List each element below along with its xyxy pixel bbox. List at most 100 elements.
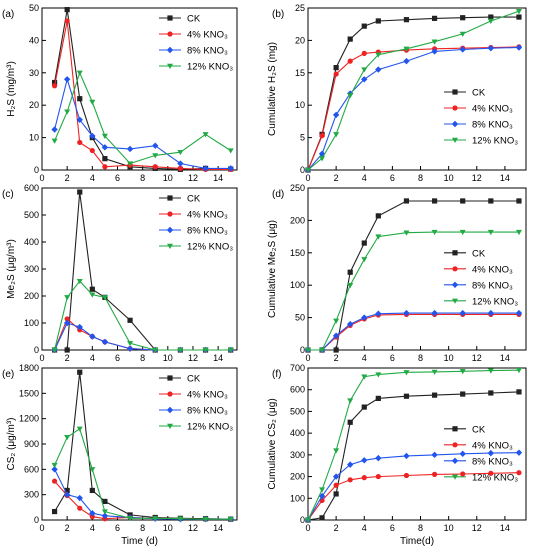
x-tick-label: 6	[115, 173, 120, 183]
data-point	[89, 286, 95, 292]
series-2	[304, 449, 523, 524]
legend-swatch-marker	[452, 298, 458, 304]
data-point	[101, 295, 108, 301]
chart-panel: 0 50 100 150 200 250 0 2 4 6 8 10 12 14 (d) Cumulative …	[267, 183, 527, 363]
data-point	[89, 147, 95, 154]
data-point	[460, 15, 466, 21]
data-point	[152, 142, 159, 149]
data-point	[346, 461, 354, 468]
data-point	[487, 44, 495, 52]
y-tick-label: 0	[300, 515, 305, 525]
x-tick-label: 8	[140, 523, 145, 533]
legend-swatch-marker	[452, 250, 458, 256]
data-point	[333, 132, 340, 138]
series-line	[54, 427, 231, 520]
legend-label: CK	[472, 88, 486, 99]
x-tick-label: 12	[188, 523, 198, 533]
legend-label: 8% KNO₃	[472, 456, 513, 467]
x-tick-label: 4	[90, 523, 95, 533]
data-point	[76, 323, 83, 331]
y-tick-label: 600	[24, 183, 39, 193]
legend-label: 4% KNO₃	[472, 104, 513, 115]
data-point	[102, 164, 108, 170]
series-3	[51, 426, 234, 523]
legend-swatch-marker	[451, 457, 459, 464]
legend-label: 12% KNO₃	[472, 136, 518, 147]
y-tick-label: 30	[29, 68, 39, 78]
legend-label: 8% KNO₃	[472, 120, 513, 131]
y-tick-label: 10	[29, 133, 39, 143]
legend-swatch-marker	[451, 120, 459, 128]
data-point	[202, 165, 209, 172]
data-point	[375, 310, 382, 317]
plot-frame	[307, 7, 527, 171]
y-tick-label: 200	[24, 291, 39, 301]
data-point	[127, 161, 134, 167]
data-point	[361, 50, 367, 56]
y-tick-label: 50	[29, 3, 39, 13]
data-point	[89, 514, 95, 520]
data-point	[102, 498, 108, 505]
x-tick-label: 8	[418, 173, 423, 183]
data-point	[361, 67, 368, 73]
series-3	[51, 70, 234, 167]
data-point	[177, 165, 183, 171]
data-point	[361, 257, 368, 263]
y-tick-label: 100	[290, 280, 305, 290]
legend-swatch-marker	[167, 243, 173, 249]
data-point	[127, 341, 134, 347]
data-point	[403, 57, 410, 65]
data-point	[361, 76, 368, 83]
series-line	[308, 200, 519, 351]
x-tick-label: 10	[444, 523, 454, 533]
data-point	[51, 79, 58, 86]
x-tick-label: 10	[163, 173, 173, 183]
data-point	[487, 368, 494, 374]
legend-swatch-marker	[452, 266, 458, 272]
legend-label: 4% KNO₃	[472, 264, 513, 275]
data-point	[459, 450, 466, 457]
series-line	[54, 77, 231, 169]
legend-label: CK	[187, 194, 201, 205]
data-point	[319, 347, 326, 353]
data-point	[126, 345, 134, 352]
data-point	[460, 391, 466, 397]
data-point	[431, 39, 438, 45]
data-point	[127, 516, 134, 522]
x-tick-label: 12	[188, 353, 198, 363]
series-1	[305, 470, 522, 523]
data-point	[403, 370, 410, 376]
x-tick-label: 8	[418, 523, 423, 533]
series-2	[304, 309, 523, 354]
chart-panel: 0 100 200 300 400 500 600 0 2 4 6 8 10 12 14 (c) Me₂S (μ…	[2, 183, 238, 363]
y-tick-label: 100	[290, 493, 305, 503]
data-point	[63, 76, 71, 83]
data-point	[487, 229, 494, 236]
data-point	[459, 369, 466, 375]
y-tick-label: 20	[29, 100, 39, 110]
x-tick-label: 0	[305, 353, 310, 363]
data-point	[361, 23, 367, 29]
data-point	[347, 58, 353, 64]
x-tick-label: 12	[472, 173, 482, 183]
data-point	[202, 516, 209, 523]
data-point	[76, 116, 83, 123]
legend-swatch-marker	[167, 31, 173, 37]
data-point	[177, 149, 184, 156]
data-point	[431, 369, 438, 375]
y-axis-label: Me₂S (μg/m³)	[6, 239, 17, 299]
x-tick-label: 4	[362, 523, 367, 533]
data-point	[375, 395, 381, 401]
x-tick-label: 12	[472, 523, 482, 533]
legend-swatch-marker	[452, 426, 458, 432]
data-point	[102, 156, 108, 162]
data-point	[333, 318, 340, 324]
data-point	[319, 515, 325, 521]
data-point	[332, 111, 340, 119]
data-point	[152, 516, 159, 522]
data-point	[51, 126, 58, 133]
data-point	[51, 508, 58, 515]
x-tick-label: 8	[140, 173, 145, 183]
x-tick-label: 14	[500, 353, 510, 363]
data-point	[375, 372, 382, 378]
